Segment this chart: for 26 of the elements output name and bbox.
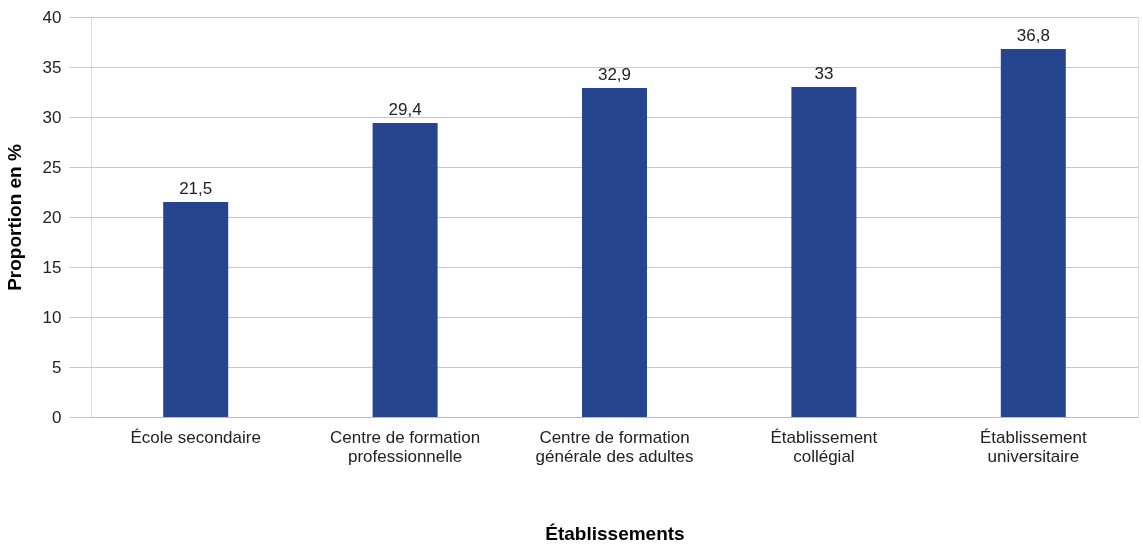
bar [1000, 49, 1066, 417]
y-tick-label: 30 [42, 107, 62, 127]
x-axis-title: Établissements [545, 522, 685, 544]
bar [163, 202, 229, 417]
data-label: 32,9 [597, 65, 632, 84]
bar [372, 123, 438, 417]
y-tick-label: 10 [42, 307, 62, 327]
y-tick-label: 15 [42, 257, 62, 277]
x-tick-label: Centre de formation générale des adultes [535, 427, 694, 466]
x-tick-label: École secondaire [130, 427, 261, 447]
data-label: 36,8 [1016, 26, 1050, 45]
x-tick-label: Centre de formation professionnelle [329, 427, 481, 466]
y-tick-label: 5 [52, 357, 62, 377]
y-tick-label: 40 [42, 7, 62, 27]
y-tick-label: 20 [42, 207, 62, 227]
bar [791, 87, 857, 417]
data-label: 33 [814, 64, 834, 83]
data-label: 29,4 [388, 100, 422, 119]
x-tick-label: Établissement universitaire [979, 427, 1087, 466]
y-axis-title: Proportion en % [3, 144, 25, 291]
y-tick-label: 0 [52, 407, 62, 427]
data-label: 21,5 [179, 179, 213, 198]
y-tick-label: 25 [42, 157, 62, 177]
bar [582, 88, 647, 417]
y-tick-label: 35 [42, 57, 62, 77]
x-tick-label: Établissement collégial [770, 427, 878, 466]
